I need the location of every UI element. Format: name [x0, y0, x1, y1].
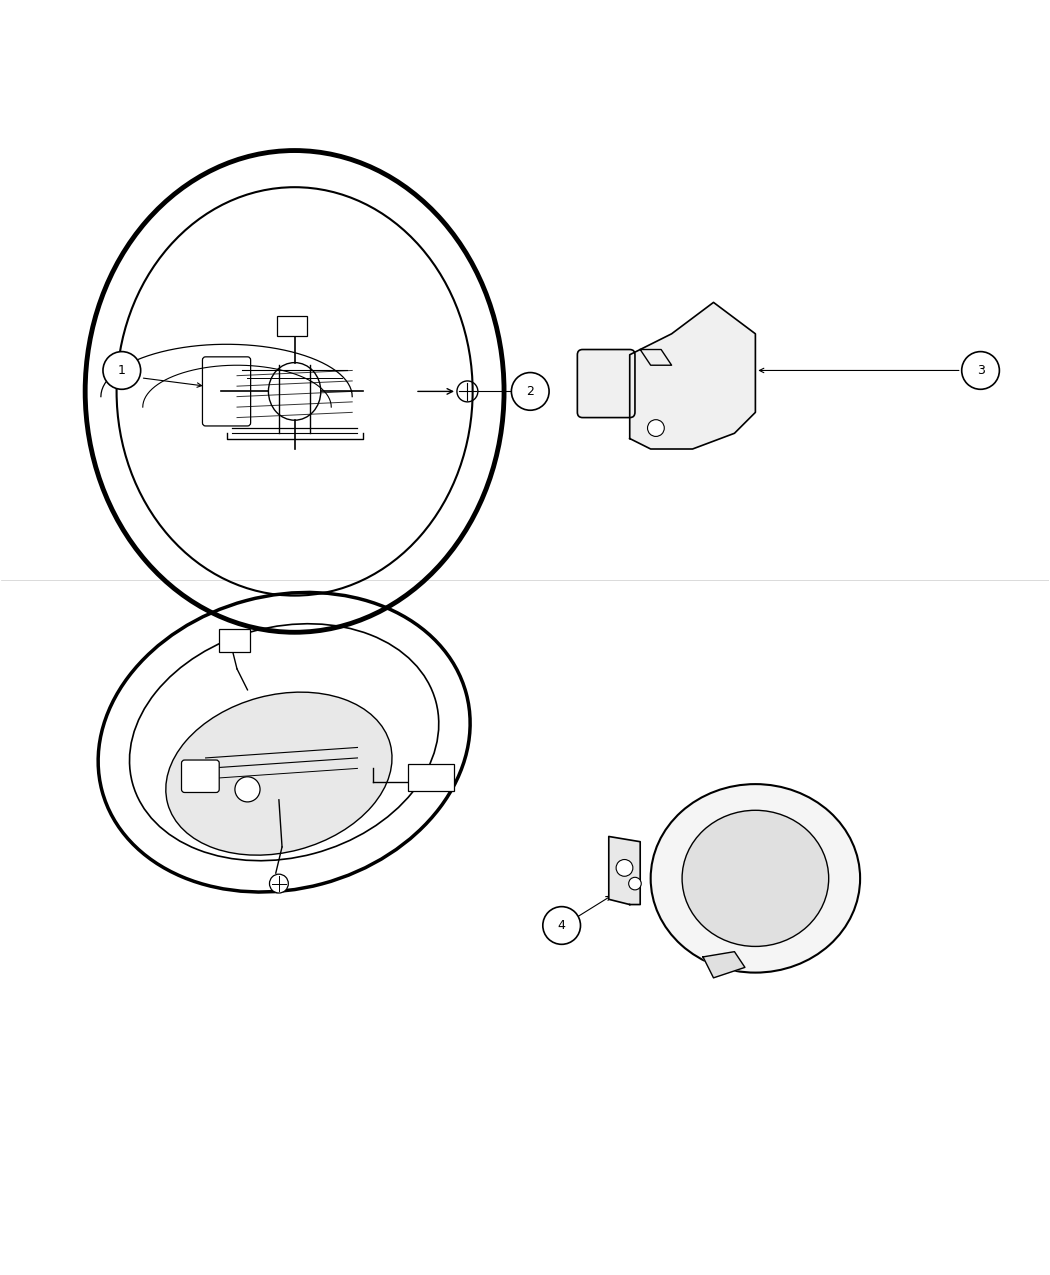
Circle shape [629, 877, 642, 890]
FancyBboxPatch shape [219, 629, 250, 652]
Ellipse shape [682, 811, 828, 946]
FancyBboxPatch shape [578, 349, 635, 418]
Circle shape [543, 907, 581, 945]
Ellipse shape [651, 784, 860, 973]
Circle shape [648, 419, 665, 436]
Circle shape [270, 875, 289, 892]
Polygon shape [630, 302, 755, 449]
Text: 1: 1 [118, 363, 126, 377]
Circle shape [962, 352, 1000, 389]
Text: 3: 3 [976, 363, 985, 377]
Circle shape [103, 352, 141, 389]
FancyBboxPatch shape [182, 760, 219, 793]
Circle shape [235, 776, 260, 802]
Circle shape [616, 859, 633, 876]
Polygon shape [609, 836, 640, 904]
Circle shape [511, 372, 549, 411]
Text: 2: 2 [526, 385, 534, 398]
Text: 4: 4 [558, 919, 566, 932]
Ellipse shape [166, 692, 392, 856]
FancyBboxPatch shape [407, 764, 454, 792]
Polygon shape [704, 951, 744, 978]
FancyBboxPatch shape [277, 316, 308, 335]
